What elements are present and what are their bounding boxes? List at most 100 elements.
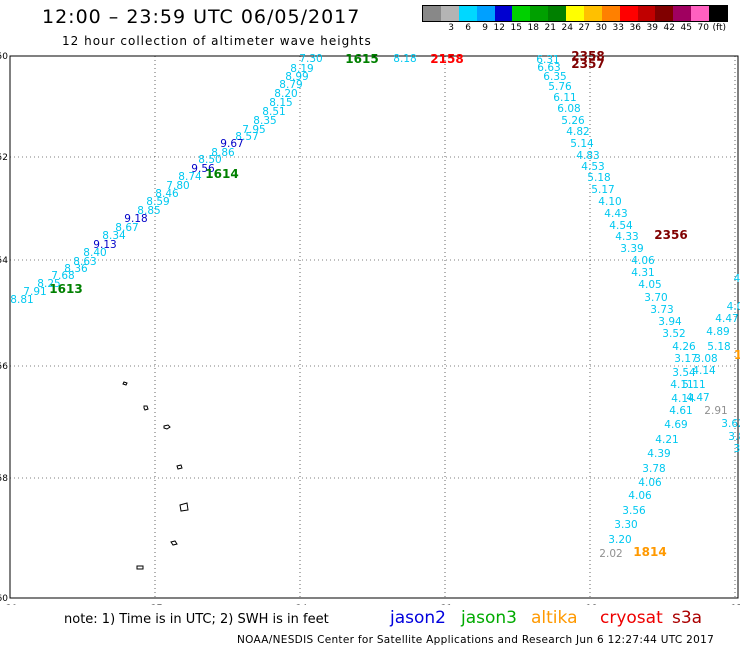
wave-height-point: 5.26 [561, 115, 585, 127]
legend-swatch [637, 6, 656, 21]
wave-height-point: 6.11 [553, 92, 576, 104]
wave-height-point: 8.46 [155, 188, 179, 200]
wave-height-point: 8.51 [262, 106, 285, 118]
wave-height-point: 6.63 [537, 62, 560, 74]
legend-swatch [423, 6, 441, 21]
wave-height-point: 3.39 [620, 243, 643, 255]
legend-swatch [709, 6, 727, 21]
wave-height-point: 9.13 [93, 239, 116, 251]
pass-time-label: 1613 [49, 282, 82, 296]
legend-swatch [458, 6, 477, 21]
island-outline [143, 405, 149, 411]
wave-height-point: 4.11 [670, 379, 693, 391]
wave-height-point: 3.94 [658, 316, 682, 328]
wave-height-point: 4.43 [604, 208, 627, 220]
legend-label: 24 [561, 23, 573, 33]
units-note: note: 1) Time is in UTC; 2) SWH is in fe… [64, 612, 329, 627]
legend-label: 9 [482, 23, 488, 33]
wave-height-point: 8.63 [73, 256, 96, 268]
wave-height-point: 6.08 [557, 103, 580, 115]
wave-height-point: 7.95 [242, 124, 265, 136]
wave-height-point: 3.56 [622, 505, 646, 517]
wave-height-point: 5.11 [682, 379, 705, 391]
wave-height-point: 8.99 [285, 71, 308, 83]
wave-height-point: 7.68 [51, 270, 74, 282]
lon-tick-label: -21 [438, 604, 453, 605]
legend-labels: 3 6 9 12 15 18 21 24 27 30 33 36 39 42 45 70 (ft) [422, 23, 728, 36]
wave-height-point: 4.06 [628, 490, 652, 502]
lat-tick-label: -56 [0, 362, 8, 372]
lat-tick-label: -54 [0, 256, 8, 266]
wave-height-point: 8.19 [290, 63, 313, 75]
lat-tick-label: -52 [0, 153, 8, 163]
wave-height-point: 8.40 [83, 247, 106, 259]
wave-height-point: 8.25 [37, 278, 60, 290]
altimeter-map: -30 -27 -24 -21 -18 -15 -50 -52 -54 -56 -58 -60 7.3… [0, 49, 740, 605]
wave-height-point: 4.47 [715, 313, 738, 325]
island-outlines [122, 381, 189, 570]
wave-height-point: 4.69 [664, 419, 687, 431]
wave-height-point: 6.35 [543, 71, 566, 83]
wave-height-point: 3.54 [672, 367, 696, 379]
lat-tick-label: -60 [0, 594, 8, 604]
map-grid: -30 -27 -24 -21 -18 -15 -50 -52 -54 -56 -58 -60 [0, 52, 740, 605]
legend-swatch [530, 6, 549, 21]
wave-height-point: 2.02 [599, 548, 622, 560]
wave-height-point: 4.31 [631, 267, 654, 279]
legend-label: 6 [465, 23, 471, 33]
wave-height-point: 3.20 [608, 534, 631, 546]
legend-unit: (ft) [712, 23, 726, 33]
wave-height-point: 8.34 [102, 230, 126, 242]
legend-label: 70 [697, 23, 709, 33]
wave-height-point: 4.0 [727, 301, 740, 313]
legend-swatch [566, 6, 584, 21]
wave-height-point: 4.14 [692, 365, 716, 377]
legend-swatch [440, 6, 459, 21]
pass-time-label: 2358 [571, 49, 604, 63]
legend-label: 12 [493, 23, 505, 33]
wave-height-point: 6.31 [536, 54, 559, 66]
wave-height-point: 3.73 [650, 304, 673, 316]
legend-label: 30 [595, 23, 607, 33]
wave-height-point: 3.30 [614, 519, 637, 531]
wave-height-point: 5.14 [570, 138, 594, 150]
wave-height-point: 4.26 [672, 341, 696, 353]
satellite-jason2: jason2 [390, 608, 446, 628]
legend-label: 45 [680, 23, 692, 33]
wave-height-point: 5.18 [587, 172, 610, 184]
wave-height-point: 3.6 [734, 443, 740, 455]
wave-height-point: 4 [734, 273, 740, 285]
wave-height-point: 4.82 [566, 126, 589, 138]
legend-swatch [512, 6, 531, 21]
wave-height-point: 4.89 [706, 326, 729, 338]
legend-label: 21 [544, 23, 556, 33]
wave-height-point: 5.76 [548, 81, 572, 93]
island-outline [179, 502, 189, 512]
wave-height-point: 8.59 [146, 196, 169, 208]
island-outline [176, 464, 183, 470]
wave-height-point: 4.06 [638, 477, 662, 489]
wave-height-point: 5.17 [591, 184, 614, 196]
satellite-jason3: jason3 [461, 608, 517, 628]
wave-height-point: 2.91 [704, 405, 727, 417]
lat-tick-label: -50 [0, 52, 8, 62]
wave-height-point: 7.30 [299, 53, 322, 65]
wave-height-point: 3.08 [694, 353, 717, 365]
wave-height-point: 7.91 [23, 286, 46, 298]
wave-height-point: 3.82 [728, 431, 740, 443]
satellite-cryosat: cryosat [600, 608, 663, 628]
wave-height-point: 8.36 [64, 263, 88, 275]
wave-height-point: 8.67 [115, 222, 138, 234]
legend-label: 18 [527, 23, 539, 33]
wave-height-point: 3.52 [662, 328, 685, 340]
legend-swatch [476, 6, 495, 21]
pass-time-label: 1814 [633, 545, 666, 559]
legend-swatch [691, 6, 709, 21]
legend-swatch [655, 6, 674, 21]
pass-time-label: 2158 [430, 52, 463, 66]
wave-height-point: 9.67 [220, 138, 243, 150]
legend-swatch [601, 6, 620, 21]
wave-height-point: 4.14 [671, 393, 695, 405]
wave-height-legend: 3 6 9 12 15 18 21 24 27 30 33 36 39 42 45 70 (ft) [422, 5, 728, 35]
